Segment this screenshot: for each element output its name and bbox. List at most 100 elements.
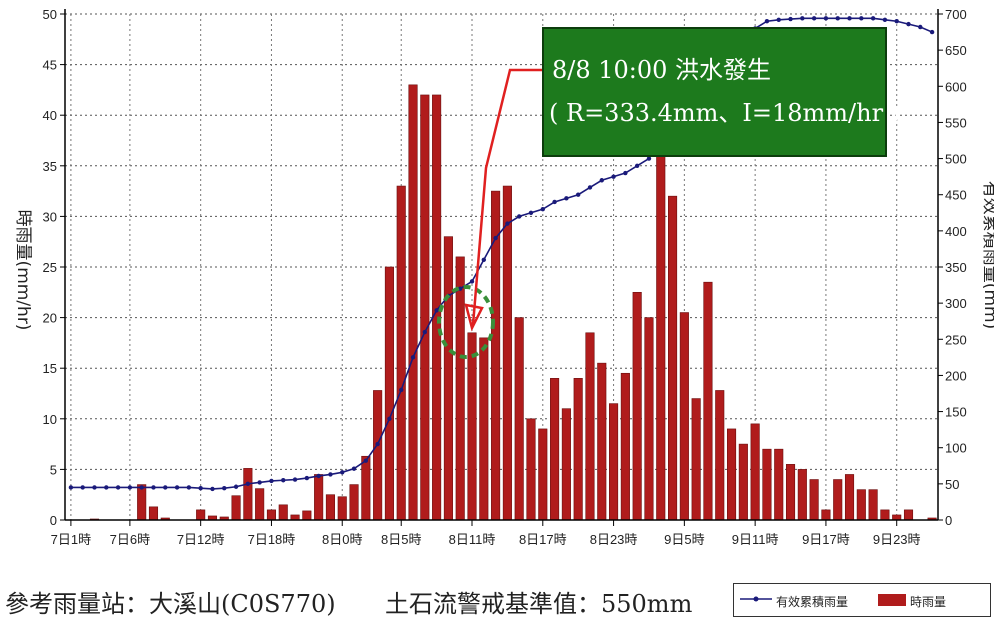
- cumulative-point: [316, 473, 321, 479]
- cumulative-point: [340, 470, 345, 475]
- bar-hourly-rain: [290, 514, 300, 521]
- cumulative-point: [575, 192, 581, 197]
- cumulative-point: [210, 486, 215, 492]
- cumulative-point: [269, 478, 274, 484]
- cumulative-point: [516, 214, 522, 219]
- right-tick-label: 100: [945, 441, 967, 456]
- annotation-box: [542, 27, 887, 157]
- cumulative-point: [646, 156, 652, 161]
- x-tick-label: 9日17時: [802, 532, 850, 547]
- bar-hourly-rain: [750, 423, 760, 521]
- bar-hourly-rain: [243, 468, 253, 521]
- bar-hourly-rain: [892, 514, 902, 521]
- bar-hourly-rain: [514, 317, 524, 521]
- bar-hourly-rain: [821, 509, 831, 521]
- cumulative-point: [104, 485, 109, 490]
- annotation-line-2: ( R=333.4mm、I=18mm/hr ): [549, 99, 900, 127]
- cumulative-point: [634, 163, 640, 168]
- cumulative-point: [410, 355, 416, 360]
- right-tick-label: 250: [945, 332, 967, 347]
- right-tick-label: 200: [945, 368, 967, 383]
- bar-hourly-rain: [903, 509, 914, 521]
- bar-hourly-rain: [373, 390, 383, 521]
- x-axis-ticks: 7日1時 7日6時 7日12時 7日18時 8日0時 8日5時 8日11時 8日17時 8日23…: [51, 520, 921, 547]
- bar-hourly-rain: [443, 236, 453, 521]
- cumulative-point: [222, 485, 227, 491]
- bar-hourly-rain: [479, 337, 489, 521]
- cumulative-point: [882, 17, 888, 22]
- legend: 有效累積雨量 時雨量: [733, 583, 991, 617]
- cumulative-point: [552, 199, 557, 205]
- cumulative-point: [92, 485, 97, 490]
- annotation-line-1: 8/8 10:00 洪水發生: [552, 56, 771, 84]
- bar-hourly-rain: [738, 443, 748, 521]
- left-tick-label: 5: [50, 462, 57, 477]
- cumulative-point: [788, 16, 793, 22]
- bar-hourly-rain: [278, 504, 288, 521]
- x-tick-label: 8日0時: [322, 532, 362, 547]
- bar-hourly-rain: [491, 190, 501, 521]
- cumulative-point: [540, 206, 545, 212]
- x-tick-label: 7日1時: [51, 532, 91, 547]
- legend-line-swatch: [740, 596, 772, 602]
- left-tick-label: 20: [43, 311, 57, 326]
- bar-hourly-rain: [668, 195, 678, 521]
- right-tick-label: 550: [945, 115, 967, 130]
- cumulative-point: [823, 16, 829, 21]
- cumulative-point: [163, 485, 168, 490]
- cumulative-point: [375, 441, 380, 447]
- legend-line-label: 有效累積雨量: [776, 595, 849, 609]
- cumulative-point: [599, 178, 604, 183]
- cumulative-point: [764, 19, 770, 24]
- cumulative-point: [623, 170, 628, 176]
- cumulative-point: [233, 484, 239, 489]
- bar-hourly-rain: [538, 428, 548, 521]
- threshold-label: 土石流警戒基準值：550mm: [385, 590, 693, 618]
- bar-hourly-rain: [632, 291, 642, 521]
- right-tick-label: 150: [945, 405, 967, 420]
- cumulative-point: [776, 17, 781, 22]
- cumulative-point: [587, 185, 593, 190]
- bar-hourly-rain: [597, 362, 607, 521]
- x-tick-label: 7日6時: [110, 532, 150, 547]
- cumulative-point: [387, 416, 392, 421]
- right-axis-ticks: 0 50 100 150 200 250 300 350 400 450 500 550 600 650 7…: [938, 7, 967, 528]
- x-tick-label: 7日12時: [177, 532, 225, 547]
- cumulative-point: [564, 196, 569, 201]
- bar-hourly-rain: [408, 84, 418, 521]
- left-tick-label: 45: [43, 58, 57, 73]
- cumulative-point: [906, 21, 911, 27]
- left-tick-label: 30: [43, 209, 57, 224]
- x-tick-label: 9日23時: [873, 532, 921, 547]
- cumulative-point: [174, 485, 180, 490]
- cumulative-point: [528, 210, 534, 215]
- bar-hourly-rain: [609, 403, 619, 521]
- bar-hourly-rain: [349, 484, 359, 521]
- right-tick-label: 600: [945, 79, 967, 94]
- cumulative-point: [292, 477, 298, 482]
- annotation-pointer: [471, 68, 545, 326]
- cumulative-point: [257, 480, 262, 485]
- bar-hourly-rain: [762, 448, 772, 521]
- cumulative-point: [115, 485, 121, 490]
- bar-hourly-rain: [196, 509, 206, 521]
- bar-hourly-rain: [868, 489, 878, 521]
- cumulative-point: [304, 475, 310, 481]
- left-tick-label: 35: [43, 159, 57, 174]
- bar-hourly-rain: [455, 256, 465, 521]
- cumulative-point: [186, 485, 192, 490]
- hourly-rainfall-bars: [89, 84, 937, 521]
- bar-hourly-rain: [231, 495, 241, 521]
- bar-hourly-rain: [620, 372, 630, 521]
- bar-hourly-rain: [644, 317, 654, 521]
- cumulative-point: [139, 485, 144, 490]
- bar-hourly-rain: [467, 332, 477, 521]
- cumulative-point: [198, 485, 203, 491]
- right-tick-label: 50: [945, 477, 959, 492]
- bar-hourly-rain: [833, 479, 843, 521]
- station-label: 參考雨量站：大溪山(C0S770): [5, 590, 336, 618]
- cumulative-point: [505, 221, 510, 226]
- cumulative-point: [80, 485, 85, 490]
- flood-marker-circle: [437, 285, 495, 359]
- bar-hourly-rain: [585, 332, 595, 521]
